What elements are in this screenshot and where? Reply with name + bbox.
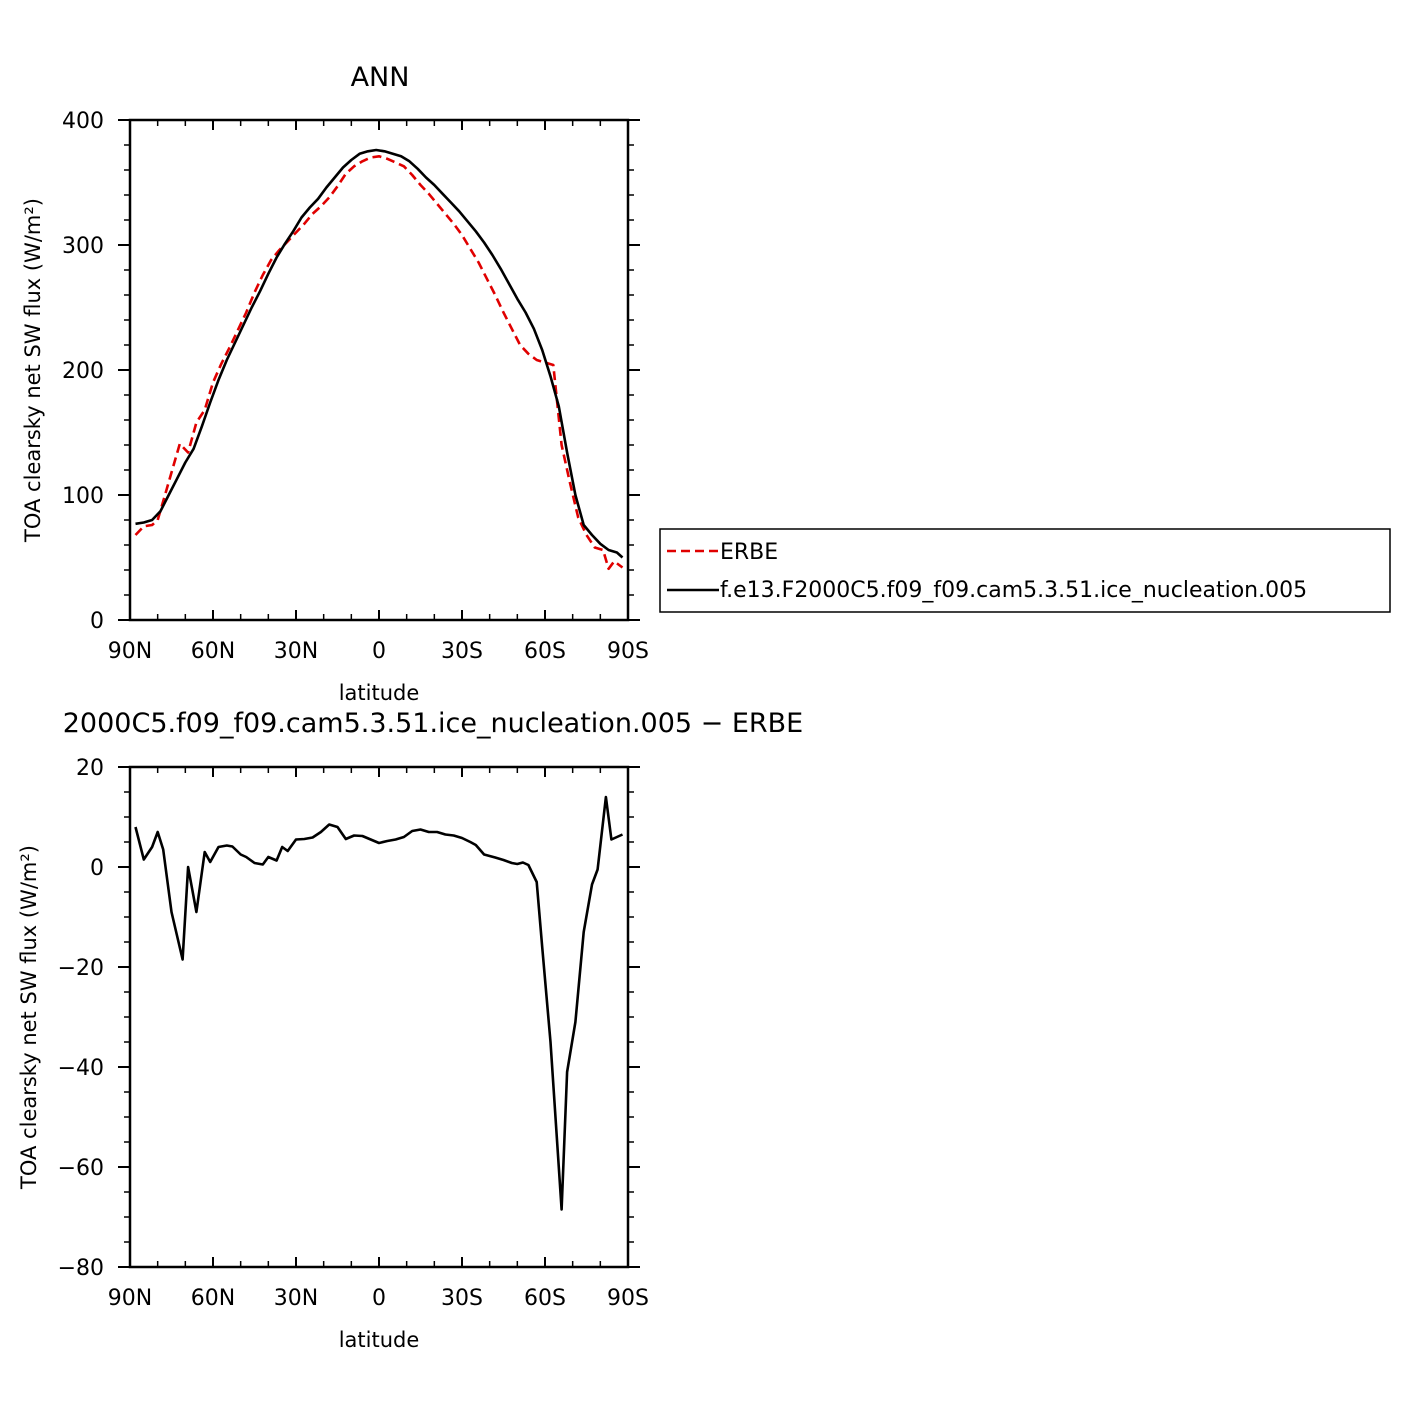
top-y-tick-label: 100 (62, 484, 104, 509)
top-y-tick-label: 0 (90, 609, 104, 634)
bottom-y-tick-label: 20 (76, 756, 104, 781)
top-ticks: 90N 60N 30N 0 30S 60S 90S 0 100 200 300 400 (62, 109, 649, 664)
bottom-x-axis-label: latitude (339, 1328, 420, 1352)
bottom-panel-title: 2000C5.f09_f09.cam5.3.51.ice_nucleation.… (63, 708, 804, 739)
top-panel: ANN 90N 60N 30N 0 30S 60S 90S 0 100 200 300 400 lat… (21, 62, 649, 705)
bottom-y-tick-label: −40 (58, 1056, 104, 1081)
top-series-line-0 (134, 155, 624, 571)
bottom-y-axis-label: TOA clearsky net SW flux (W/m²) (17, 845, 41, 1190)
top-plot-lines (134, 148, 624, 571)
top-x-tick-label: 30N (274, 639, 318, 664)
bottom-x-tick-label: 30N (274, 1286, 318, 1311)
top-y-tick-label: 300 (62, 234, 104, 259)
top-y-axis-label: TOA clearsky net SW flux (W/m²) (21, 198, 45, 543)
bottom-panel: 2000C5.f09_f09.cam5.3.51.ice_nucleation.… (17, 708, 803, 1352)
top-x-tick-label: 60N (191, 639, 235, 664)
bottom-series-line-0 (134, 795, 624, 1211)
top-panel-title: ANN (351, 62, 410, 93)
top-x-axis-label: latitude (339, 681, 420, 705)
bottom-plot-lines (134, 795, 624, 1211)
bottom-y-tick-label: −60 (58, 1156, 104, 1181)
top-y-tick-label: 400 (62, 109, 104, 134)
bottom-x-tick-label: 30S (441, 1286, 483, 1311)
top-x-tick-label: 30S (441, 639, 483, 664)
top-y-tick-label: 200 (62, 359, 104, 384)
top-x-tick-label: 90S (607, 639, 649, 664)
top-plot-frame (128, 118, 630, 622)
legend-label-model: f.e13.F2000C5.f09_f09.cam5.3.51.ice_nucl… (720, 578, 1307, 603)
bottom-ticks: 90N 60N 30N 0 30S 60S 90S −80 −60 −40 −20 0 20 (58, 756, 649, 1311)
bottom-x-tick-label: 90N (108, 1286, 152, 1311)
top-series-line-1 (135, 148, 624, 559)
legend: ERBE f.e13.F2000C5.f09_f09.cam5.3.51.ice… (659, 528, 1391, 613)
bottom-x-tick-label: 90S (607, 1286, 649, 1311)
bottom-y-tick-label: −20 (58, 956, 104, 981)
top-x-tick-label: 60S (524, 639, 566, 664)
top-x-tick-label: 0 (372, 639, 386, 664)
legend-label-erbe: ERBE (720, 540, 778, 565)
bottom-x-tick-label: 60S (524, 1286, 566, 1311)
bottom-x-tick-label: 0 (372, 1286, 386, 1311)
legend-box (659, 528, 1391, 613)
bottom-x-tick-label: 60N (191, 1286, 235, 1311)
bottom-y-tick-label: −80 (58, 1256, 104, 1281)
bottom-y-tick-label: 0 (90, 856, 104, 881)
top-x-tick-label: 90N (108, 639, 152, 664)
